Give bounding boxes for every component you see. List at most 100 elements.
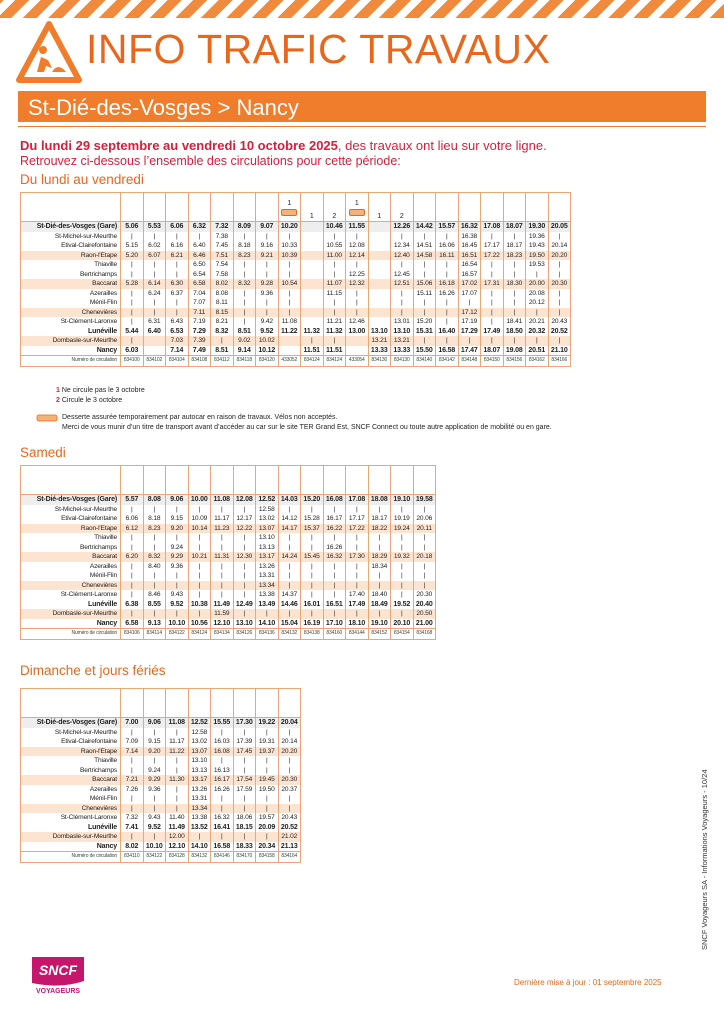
train-number: 834146	[210, 851, 233, 862]
time: 6.40	[187, 241, 211, 251]
time	[142, 336, 166, 346]
time: 13.17	[255, 552, 278, 562]
time: |	[502, 260, 526, 270]
time: 18.07	[480, 345, 503, 356]
time: 9.28	[255, 279, 278, 289]
time: 9.21	[255, 250, 278, 260]
train-number: 834138	[300, 628, 323, 639]
time: 17.12	[457, 307, 481, 317]
train-number: 834156	[502, 355, 526, 366]
time: 7.11	[187, 307, 211, 317]
time: 14.51	[412, 241, 436, 251]
station: Bertrichamps	[20, 542, 121, 552]
route: St-Dié-des-Vosges > Nancy	[28, 95, 299, 120]
time: 16.13	[210, 765, 233, 775]
time: 10.14	[187, 523, 211, 533]
time: |	[322, 336, 346, 346]
time: 13.10	[390, 326, 413, 336]
time: 5.20	[120, 250, 143, 260]
time: 7.14	[120, 746, 143, 756]
time: 6.20	[120, 552, 143, 562]
time: 18.49	[367, 599, 391, 609]
train-number: 834168	[412, 628, 436, 639]
time	[300, 241, 323, 251]
time: 18.29	[367, 552, 391, 562]
number-label: Numéro de circulation	[20, 851, 121, 862]
header-cell	[300, 465, 323, 495]
time: 16.17	[210, 775, 233, 785]
time: |	[120, 317, 143, 327]
time: |	[300, 561, 323, 571]
time: 10.39	[277, 250, 301, 260]
timetable-row: Azerailles | 6.24 6.37 7.04 8.08 | 9.36 | 11.15 | |…	[20, 288, 571, 298]
header-cell	[120, 465, 143, 495]
time: |	[345, 307, 368, 317]
time: 7.14	[165, 345, 188, 356]
train-number: 834100	[120, 355, 143, 366]
time: 8.23	[142, 523, 166, 533]
time: 7.49	[187, 345, 211, 356]
time: 16.32	[457, 221, 481, 232]
train-number: 834130	[367, 355, 391, 366]
time: 16.26	[322, 542, 346, 552]
time: 20.32	[525, 326, 548, 336]
time: 16.08	[210, 746, 233, 756]
number-row: Numéro de circulation 834100 834102 834104 8…	[20, 355, 571, 366]
timetable-row: Raon-l'Etape 5.20 6.07 6.21 6.46 7.51 8.23 9.21…	[20, 250, 571, 260]
station: Chenevières	[20, 307, 121, 317]
time: 9.06	[165, 494, 188, 505]
time: 16.22	[322, 523, 346, 533]
time: |	[120, 803, 143, 813]
time: 17.22	[345, 523, 368, 533]
header-row	[20, 465, 436, 495]
time: 7.32	[210, 221, 233, 232]
station: Chenevières	[20, 580, 121, 590]
time: 6.54	[187, 269, 211, 279]
station: Thiaville	[20, 533, 121, 543]
header-cell	[502, 192, 526, 222]
time: 6.06	[120, 514, 143, 524]
time: |	[165, 727, 188, 737]
time: 7.39	[187, 336, 211, 346]
time: 16.26	[435, 288, 458, 298]
time: |	[165, 765, 188, 775]
time: |	[165, 609, 188, 619]
time: 18.34	[367, 561, 391, 571]
time: |	[210, 580, 233, 590]
time: 8.51	[210, 345, 233, 356]
timetable-row: Chenevières | | | | | | 13.34 | | | | | | |	[20, 580, 436, 590]
station: St-Michel-sur-Meurthe	[20, 727, 121, 737]
time: 11.49	[165, 822, 188, 832]
time: 7.51	[210, 250, 233, 260]
time: 21.10	[547, 345, 571, 356]
time: 19.50	[255, 784, 278, 794]
station: Bertrichamps	[20, 269, 121, 279]
time: |	[390, 533, 413, 543]
time: 20.52	[277, 822, 301, 832]
time: |	[142, 533, 166, 543]
time: 6.38	[120, 599, 143, 609]
title: INFO TRAFIC TRAVAUX	[86, 26, 551, 72]
time: |	[165, 260, 188, 270]
time: |	[322, 561, 346, 571]
time: 11.49	[210, 599, 233, 609]
time: 12.00	[165, 832, 188, 842]
time: 13.38	[187, 813, 211, 823]
time: 10.00	[187, 494, 211, 505]
time: 7.19	[187, 317, 211, 327]
time: 13.10	[255, 533, 278, 543]
station: Azerailles	[20, 288, 121, 298]
time: 9.06	[142, 717, 166, 728]
station: Dombasle-sur-Meurthe	[20, 609, 121, 619]
time: |	[322, 571, 346, 581]
time: 15.37	[300, 523, 323, 533]
time: 9.43	[165, 590, 188, 600]
time: 6.30	[165, 279, 188, 289]
time: |	[255, 803, 278, 813]
time: 18.50	[502, 326, 526, 336]
time: |	[345, 231, 368, 241]
train-number: 834106	[120, 628, 143, 639]
time: |	[120, 336, 143, 346]
time: 11.22	[277, 326, 301, 336]
time: |	[412, 580, 436, 590]
